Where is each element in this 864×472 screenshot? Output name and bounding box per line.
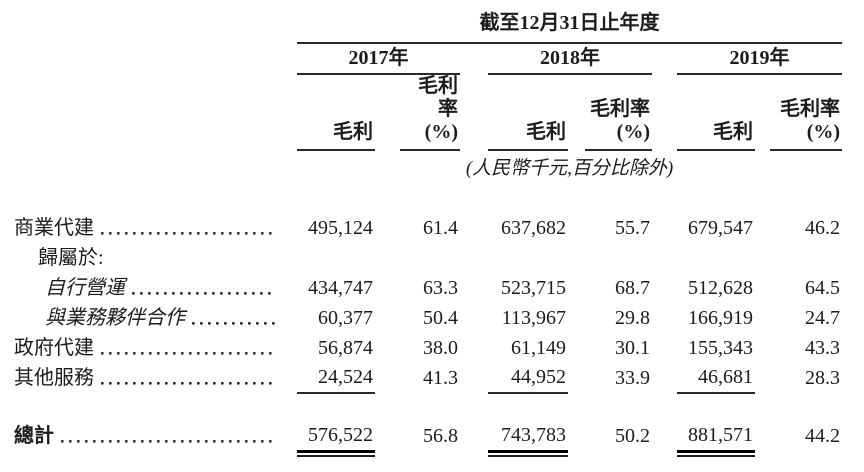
units-note-row: (人民幣千元,百分比除外) — [14, 150, 842, 183]
year-header-2018: 2018年 — [488, 43, 652, 75]
value-cell: 38.0 — [423, 337, 458, 359]
year-header-2019: 2019年 — [677, 43, 843, 75]
total-value-cell: 576,522 — [297, 418, 375, 457]
dot-leader — [192, 322, 275, 326]
row-label: 與業務夥伴合作 — [45, 307, 185, 329]
value-cell: 113,967 — [501, 307, 566, 329]
col-header-margin: 毛利率 (%) — [585, 74, 652, 151]
value-cell: 24.7 — [805, 307, 841, 329]
value-cell: 55.7 — [615, 217, 650, 239]
period-title: 截至12月31日止年度 — [297, 0, 843, 44]
row-label-cell: 自行營運 — [14, 273, 297, 303]
total-value-cell: 881,571 — [677, 418, 755, 457]
table-header-columns: 毛利 毛利率 (%) 毛利 毛利率 (%) 毛利 毛利率 (%) — [14, 74, 843, 151]
row-label: 自行營運 — [45, 277, 125, 299]
col-header-gross-profit: 毛利 — [677, 74, 755, 151]
value-cell: 637,682 — [501, 217, 566, 239]
row-label-cell: 其他服務 — [14, 363, 297, 393]
value-cell: 63.3 — [423, 277, 458, 299]
col-header-margin: 毛利率 (%) — [770, 74, 843, 151]
units-note: (人民幣千元,百分比除外) — [465, 158, 674, 179]
table-row: 歸屬於: — [14, 243, 842, 273]
value-cell: 166,919 — [688, 307, 753, 329]
total-label: 總計 — [14, 425, 54, 447]
value-cell: 61.4 — [423, 217, 458, 239]
value-cell: 61,149 — [511, 337, 566, 359]
row-label-cell: 與業務夥伴合作 — [14, 303, 297, 333]
col-header-gross-profit: 毛利 — [488, 74, 568, 151]
value-cell: 44,952 — [488, 363, 568, 394]
total-value-cell: 50.2 — [615, 425, 650, 447]
value-cell: 30.1 — [615, 337, 650, 359]
total-value-cell: 56.8 — [423, 425, 458, 447]
value-cell: 56,874 — [318, 337, 373, 359]
value-cell: 434,747 — [308, 277, 373, 299]
dot-leader — [61, 440, 275, 444]
col-header-gross-profit: 毛利 — [297, 74, 375, 151]
table-row: 與業務夥伴合作 60,377 50.4 113,967 29.8 166,919… — [14, 303, 842, 333]
value-cell: 41.3 — [423, 367, 458, 389]
col-header-margin: 毛利率 (%) — [400, 74, 460, 151]
value-cell: 46.2 — [805, 217, 841, 239]
year-header-2017: 2017年 — [297, 43, 460, 75]
row-label-cell: 歸屬於: — [14, 243, 297, 273]
table-row: 其他服務 24,524 41.3 44,952 33.9 46,681 28.3 — [14, 363, 842, 394]
row-label: 商業代建 — [14, 217, 94, 239]
table-row: 自行營運 434,747 63.3 523,715 68.7 512,628 6… — [14, 273, 842, 303]
value-cell: 28.3 — [805, 367, 841, 389]
row-label: 其他服務 — [14, 367, 94, 389]
table-row: 政府代建 56,874 38.0 61,149 30.1 155,343 43.… — [14, 333, 842, 363]
row-label-cell: 政府代建 — [14, 333, 297, 363]
dot-leader — [101, 352, 275, 356]
total-value-cell: 44.2 — [805, 425, 841, 447]
value-cell: 60,377 — [318, 307, 373, 329]
value-cell: 46,681 — [677, 363, 755, 394]
table-header-years: 2017年 2018年 2019年 — [14, 43, 843, 75]
value-cell: 43.3 — [805, 337, 841, 359]
dot-leader — [132, 292, 275, 296]
row-label: 歸屬於: — [38, 247, 104, 269]
gross-profit-table: 截至12月31日止年度 2017年 2018年 2019年 毛利 毛利率 (%)… — [14, 0, 843, 457]
row-label: 政府代建 — [14, 337, 94, 359]
value-cell: 29.8 — [615, 307, 650, 329]
value-cell: 50.4 — [423, 307, 458, 329]
value-cell: 33.9 — [615, 367, 650, 389]
value-cell: 523,715 — [501, 277, 566, 299]
dot-leader — [101, 382, 275, 386]
value-cell: 68.7 — [615, 277, 650, 299]
value-cell: 24,524 — [297, 363, 375, 394]
table-header-period: 截至12月31日止年度 — [14, 0, 843, 44]
value-cell: 512,628 — [688, 277, 753, 299]
row-label-cell: 商業代建 — [14, 213, 297, 243]
value-cell: 679,547 — [688, 217, 753, 239]
value-cell: 495,124 — [308, 217, 373, 239]
row-label-cell: 總計 — [14, 418, 297, 451]
dot-leader — [101, 232, 275, 236]
value-cell: 155,343 — [688, 337, 753, 359]
total-value-cell: 743,783 — [488, 418, 568, 457]
table-row: 商業代建 495,124 61.4 637,682 55.7 679,547 4… — [14, 213, 842, 243]
total-row: 總計 576,522 56.8 743,783 50.2 881,571 44.… — [14, 418, 842, 457]
value-cell: 64.5 — [805, 277, 841, 299]
